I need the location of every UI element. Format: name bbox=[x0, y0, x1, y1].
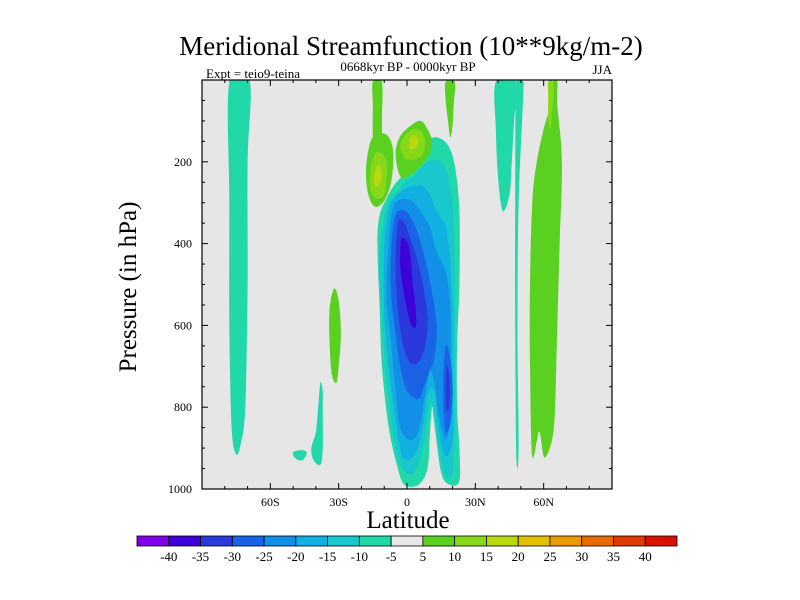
y-tick-label: 1000 bbox=[168, 482, 192, 496]
x-tick-label: 60N bbox=[533, 495, 554, 509]
colorbar-swatch bbox=[168, 535, 201, 547]
contour-fill-pos15-23 bbox=[373, 165, 382, 187]
colorbar: -40 -35 -30 -25 -20 -15 -10 -5 5 10 15 20 25 30 35 40 bbox=[136, 535, 678, 564]
colorbar-swatch bbox=[200, 535, 233, 547]
colorbar-swatch bbox=[581, 535, 614, 547]
colorbar-swatch bbox=[327, 535, 360, 547]
colorbar-label: 40 bbox=[639, 549, 652, 564]
colorbar-label: -35 bbox=[192, 549, 209, 564]
contour-fill-neg5-0 bbox=[227, 80, 251, 455]
colorbar-label: -40 bbox=[160, 549, 177, 564]
colorbar-swatch bbox=[644, 535, 678, 547]
x-axis-ticks: 60S 30S 0 30N 60N bbox=[201, 80, 613, 509]
colorbar-label: 10 bbox=[448, 549, 461, 564]
colorbar-label: -25 bbox=[255, 549, 272, 564]
chart-subtitle: 0668kyr BP - 0000kyr BP bbox=[340, 59, 475, 74]
colorbar-swatch bbox=[263, 535, 297, 547]
colorbar-label: -15 bbox=[319, 549, 336, 564]
colorbar-label: 20 bbox=[512, 549, 525, 564]
contour-fill-neg5-2 bbox=[515, 80, 524, 469]
colorbar-swatch bbox=[136, 535, 170, 547]
colorbar-label: -5 bbox=[386, 549, 397, 564]
colorbar-label: -30 bbox=[224, 549, 241, 564]
season-label: JJA bbox=[592, 62, 612, 77]
y-tick-label: 800 bbox=[174, 400, 192, 414]
x-tick-label: 30S bbox=[329, 495, 348, 509]
colorbar-label: 15 bbox=[480, 549, 493, 564]
y-tick-label: 600 bbox=[174, 318, 192, 332]
colorbar-label: 5 bbox=[420, 549, 427, 564]
x-tick-label: 0 bbox=[404, 495, 410, 509]
colorbar-swatch bbox=[486, 535, 519, 547]
contour-fill-pos10-22 bbox=[547, 80, 554, 130]
contour-fill-neg5-4 bbox=[292, 450, 307, 461]
colorbar-label: 35 bbox=[607, 549, 620, 564]
colorbar-swatch bbox=[231, 535, 265, 547]
colorbar-swatch bbox=[422, 535, 456, 547]
y-tick-label: 200 bbox=[174, 155, 192, 169]
contour-fill-neg5-3 bbox=[311, 382, 323, 466]
contour-fill-neg5-1 bbox=[494, 80, 518, 212]
colorbar-swatch bbox=[517, 535, 551, 547]
x-axis-title: Latitude bbox=[366, 507, 449, 534]
contour-fill-pos5-15 bbox=[329, 288, 341, 384]
colorbar-swatch bbox=[549, 535, 583, 547]
contour-fill-pos15-24 bbox=[409, 135, 419, 150]
colorbar-label: 25 bbox=[543, 549, 556, 564]
colorbar-label: -20 bbox=[287, 549, 304, 564]
colorbar-swatch bbox=[613, 535, 646, 547]
contour-plot-area: 60S 30S 0 30N 60N 200 400 600 800 1000 bbox=[168, 79, 613, 509]
contour-fill-pos5-17 bbox=[444, 80, 456, 138]
contour-fill-neg30-12 bbox=[445, 366, 450, 412]
y-axis-title: Pressure (in hPa) bbox=[115, 202, 142, 373]
colorbar-swatch bbox=[358, 535, 392, 547]
y-tick-label: 400 bbox=[174, 237, 192, 251]
experiment-label: Expt = teio9-teina bbox=[206, 66, 300, 81]
colorbar-swatch bbox=[295, 535, 328, 547]
contour-fills bbox=[227, 80, 562, 487]
x-tick-label: 30N bbox=[465, 495, 486, 509]
colorbar-label: -10 bbox=[351, 549, 368, 564]
y-axis-ticks: 200 400 600 800 1000 bbox=[168, 79, 612, 496]
contour-fill-neg35-13 bbox=[400, 237, 417, 328]
colorbar-swatch bbox=[454, 535, 487, 547]
colorbar-swatch bbox=[390, 535, 424, 547]
colorbar-label: 30 bbox=[575, 549, 588, 564]
contour-fill-pos5-14 bbox=[529, 80, 562, 459]
x-tick-label: 60S bbox=[261, 495, 280, 509]
chart-title: Meridional Streamfunction (10**9kg/m-2) bbox=[179, 31, 642, 61]
